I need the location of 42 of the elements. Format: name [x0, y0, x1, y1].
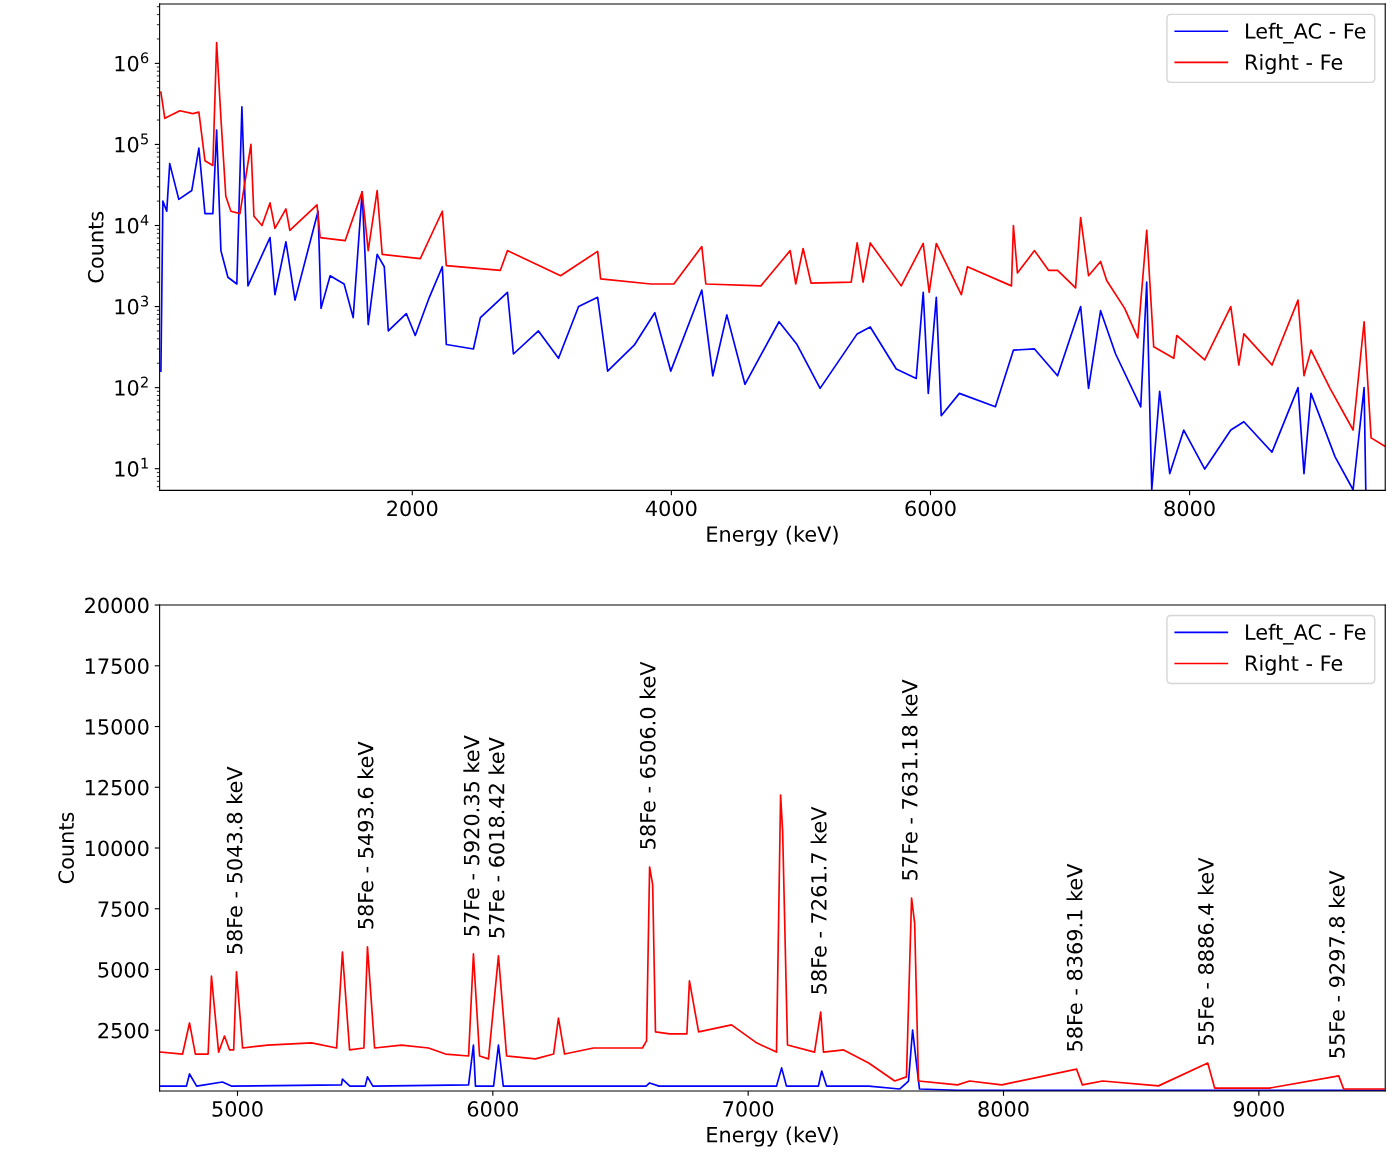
y-tick-label: 12500	[85, 779, 149, 796]
annotation: 57Fe - 5920.35 keV	[463, 735, 480, 936]
x-tick-label: 8000	[978, 1101, 1029, 1117]
y-tick-label: 10$^{1}$	[115, 457, 148, 477]
x-tick-label: 6000	[905, 500, 956, 517]
y-axis-title: Counts	[58, 812, 75, 884]
y-tick-label: 2500	[98, 1022, 149, 1039]
x-tick-label: 8000	[1164, 500, 1215, 517]
annotation: 58Fe - 8369.1 keV	[1066, 863, 1083, 1051]
x-tick-label: 4000	[645, 500, 697, 517]
x-tick-label: 2000	[387, 500, 438, 517]
y-tick-label: 10$^{4}$	[115, 214, 149, 234]
x-tick-label: 9000	[1233, 1101, 1284, 1117]
annotation: 58Fe - 5043.8 keV	[226, 766, 243, 954]
y-tick-label: 10$^{6}$	[115, 52, 149, 72]
y-tick-label: 17500	[85, 658, 149, 674]
y-tick-label: 15000	[85, 718, 149, 735]
y-tick-label: 7500	[98, 901, 149, 917]
y-tick-label: 10000	[85, 840, 149, 857]
y-tick-label: 5000	[98, 961, 149, 978]
y-tick-label: 10$^{3}$	[115, 295, 149, 315]
x-tick-label: 6000	[467, 1101, 518, 1117]
annotation: 58Fe - 5493.6 keV	[357, 741, 374, 929]
y-tick-label: 20000	[85, 597, 149, 614]
legend-label: Left_AC - Fe	[1246, 623, 1366, 645]
legend-label: Right - Fe	[1246, 53, 1343, 75]
annotation: 55Fe - 8886.4 keV	[1197, 857, 1214, 1045]
x-axis-title: Energy (keV)	[707, 525, 838, 546]
y-axis-title: Counts	[87, 211, 104, 283]
annotation: 57Fe - 7631.18 keV	[901, 679, 918, 880]
line-series	[160, 106, 1367, 491]
y-tick-label: 10$^{5}$	[115, 133, 148, 153]
annotation: 57Fe - 6018.42 keV	[488, 737, 505, 938]
annotation: 58Fe - 7261.7 keV	[810, 806, 827, 994]
y-tick-label: 10$^{2}$	[115, 376, 148, 396]
x-tick-label: 5000	[212, 1101, 263, 1117]
legend-label: Right - Fe	[1246, 654, 1343, 676]
annotation: 55Fe - 9297.8 keV	[1328, 870, 1345, 1058]
annotation: 58Fe - 6506.0 keV	[639, 661, 656, 849]
legend-label: Left_AC - Fe	[1246, 22, 1366, 44]
x-tick-label: 7000	[723, 1101, 774, 1117]
x-axis-title: Energy (keV)	[707, 1126, 838, 1147]
